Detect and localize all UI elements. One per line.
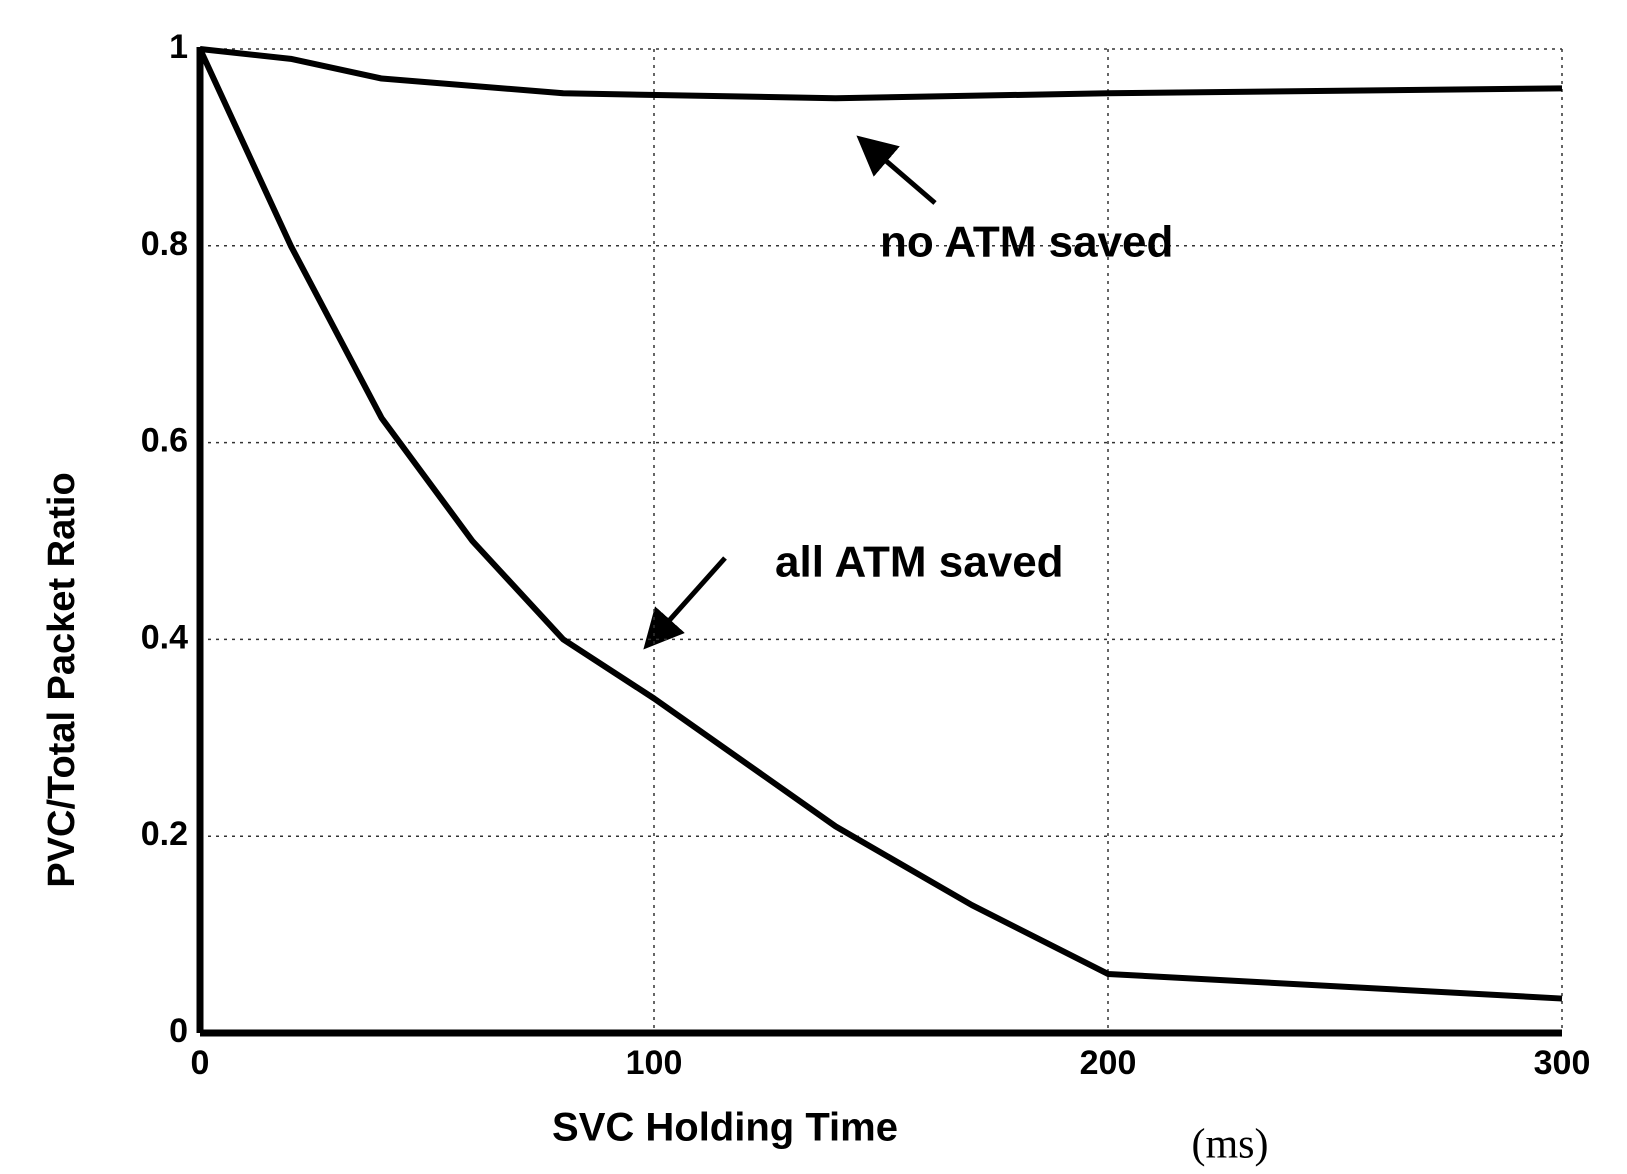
y-tick-label: 0.6 xyxy=(141,422,188,460)
series-annotation: all ATM saved xyxy=(775,538,1064,587)
x-tick-label: 300 xyxy=(1534,1044,1591,1082)
x-tick-label: 200 xyxy=(1080,1044,1137,1082)
y-tick-label: 0 xyxy=(169,1012,188,1050)
y-axis-label: PVC/Total Packet Ratio xyxy=(41,472,83,887)
x-tick-label: 100 xyxy=(626,1044,683,1082)
line-series xyxy=(199,46,1563,102)
series-annotation: no ATM saved xyxy=(880,218,1173,267)
annotation-arrow xyxy=(643,556,727,650)
x-axis-label: SVC Holding Time xyxy=(552,1106,898,1150)
annotation-arrow xyxy=(856,135,937,205)
y-tick-label: 0.4 xyxy=(141,618,188,656)
line-series xyxy=(197,47,1563,1002)
y-tick-label: 0.2 xyxy=(141,815,188,853)
y-tick-label: 0.8 xyxy=(141,225,188,263)
x-tick-label: 0 xyxy=(191,1044,210,1082)
x-axis-unit: (ms) xyxy=(1192,1122,1269,1168)
y-tick-label: 1 xyxy=(169,28,188,66)
